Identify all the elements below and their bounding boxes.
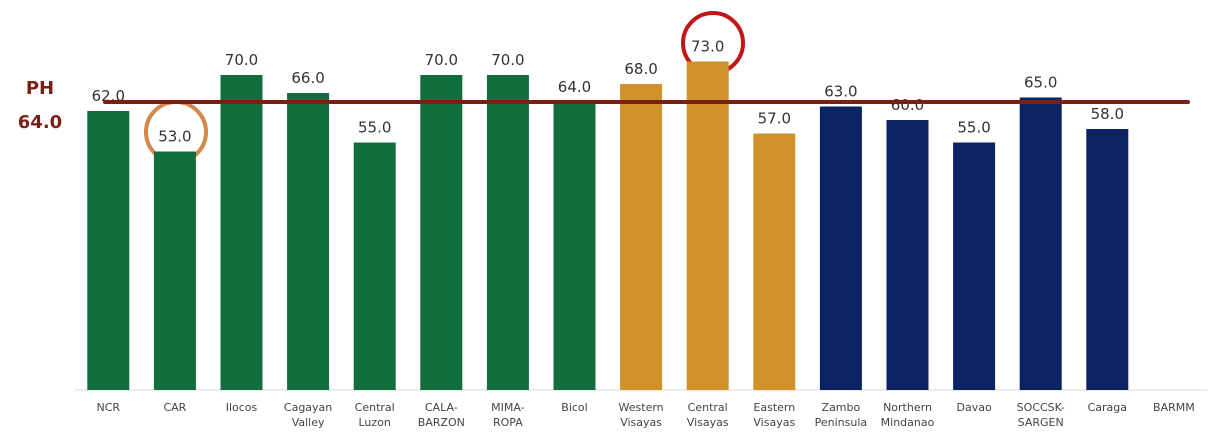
reference-value: 64.0 xyxy=(17,112,63,133)
bar xyxy=(1019,97,1062,390)
value-label: 64.0 xyxy=(558,78,591,96)
value-label: 73.0 xyxy=(691,38,724,56)
value-label: 68.0 xyxy=(624,60,657,78)
value-label: 57.0 xyxy=(758,110,791,128)
x-tick-label: SOCCSK-SARGEN xyxy=(1016,401,1065,429)
x-tick-label: Ilocos xyxy=(225,401,258,414)
bar xyxy=(220,75,263,390)
value-label: 55.0 xyxy=(957,119,990,137)
bar xyxy=(686,61,729,390)
x-tick-label: Zambo Peninsula xyxy=(814,401,868,429)
value-label: 63.0 xyxy=(824,83,857,101)
x-tick-label: NCR xyxy=(96,401,121,414)
bar xyxy=(420,75,463,390)
x-tick-label: Central Visayas xyxy=(686,401,729,429)
bar xyxy=(153,151,196,390)
x-tick-label: Bicol xyxy=(561,401,588,414)
bar xyxy=(886,120,929,390)
value-label: 53.0 xyxy=(158,128,191,146)
x-tick-label: Western Visayas xyxy=(618,401,664,429)
bar xyxy=(819,106,862,390)
x-tick-label: Caraga xyxy=(1087,401,1127,414)
bar xyxy=(287,93,330,390)
value-label: 70.0 xyxy=(225,51,258,69)
bar xyxy=(753,133,796,390)
x-tick-label: CALA-BARZON xyxy=(417,401,465,429)
reference-label: PH xyxy=(25,78,55,99)
value-label: 70.0 xyxy=(425,51,458,69)
x-tick-label: Davao xyxy=(956,401,992,414)
value-label: 66.0 xyxy=(291,69,324,87)
x-tick-label: BARMM xyxy=(1153,401,1195,414)
bar xyxy=(620,84,663,390)
bar xyxy=(486,75,529,390)
bar xyxy=(553,102,596,390)
x-tick-label: Eastern Visayas xyxy=(753,401,796,429)
value-label: 58.0 xyxy=(1091,105,1124,123)
value-label: 65.0 xyxy=(1024,74,1057,92)
bar xyxy=(953,142,996,390)
x-tick-label: Northern Mindanao xyxy=(880,401,935,429)
value-label: 55.0 xyxy=(358,119,391,137)
bar xyxy=(1086,129,1129,390)
value-label: 70.0 xyxy=(491,51,524,69)
x-tick-label: Central Luzon xyxy=(354,401,395,429)
x-tick-label: Cagayan Valley xyxy=(283,401,333,429)
bar xyxy=(87,111,130,390)
bar xyxy=(353,142,396,390)
x-tick-label: CAR xyxy=(163,401,187,414)
x-tick-label: MIMA-ROPA xyxy=(491,401,525,429)
value-label: 60.0 xyxy=(891,96,924,114)
